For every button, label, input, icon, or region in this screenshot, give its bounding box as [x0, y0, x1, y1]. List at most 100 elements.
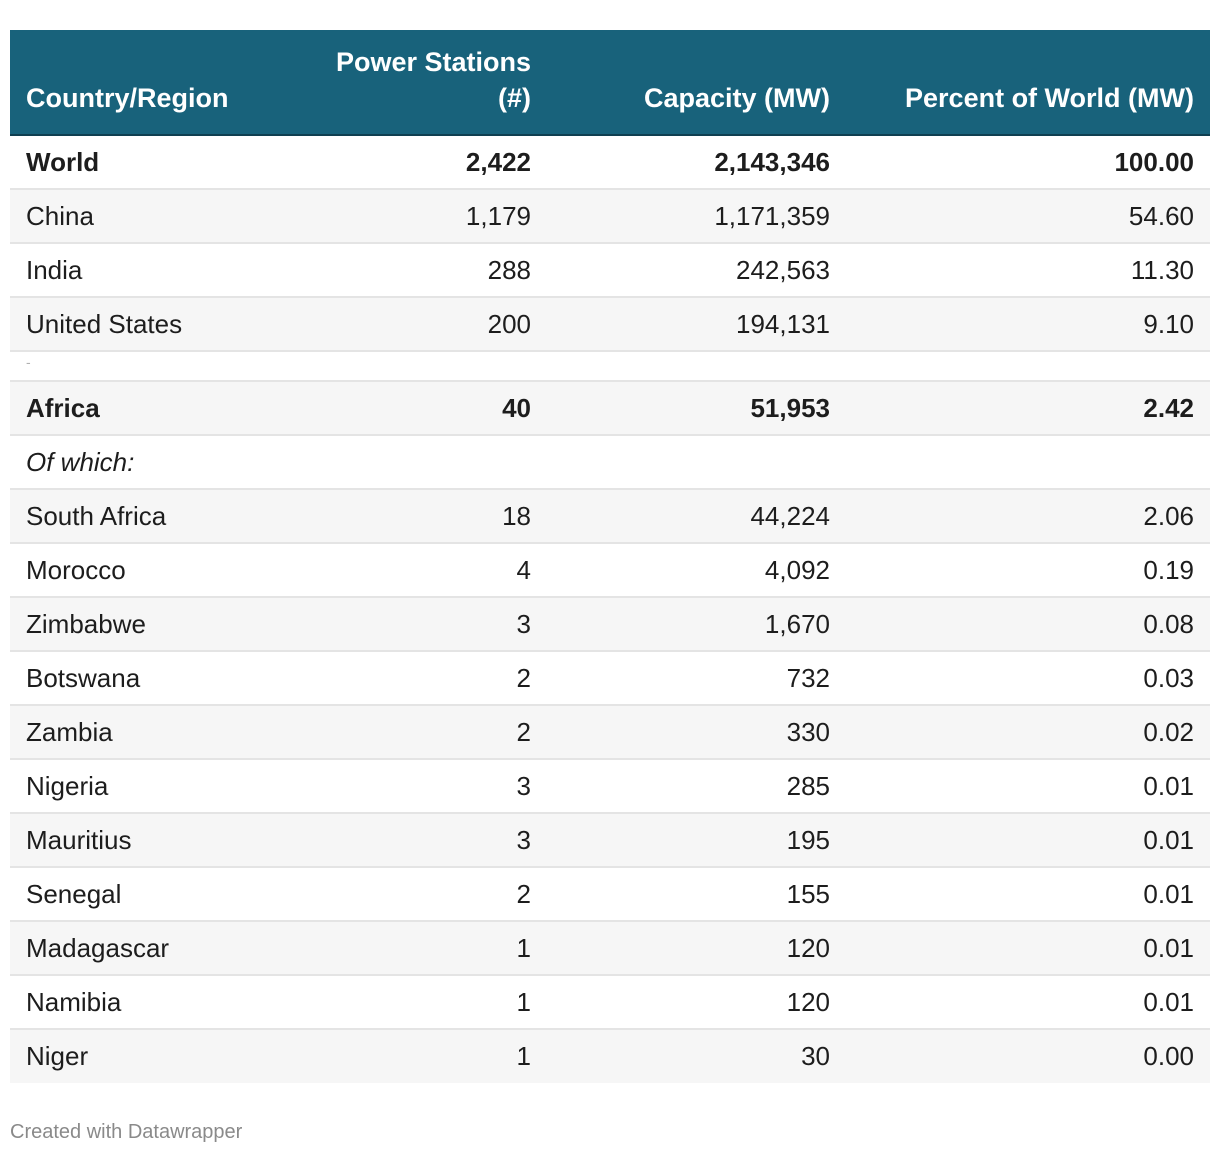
table-row: Zimbabwe 3 1,670 0.08 — [10, 597, 1210, 652]
table-row: Morocco 4 4,092 0.19 — [10, 543, 1210, 598]
cell-capacity: 285 — [547, 759, 846, 814]
cell-capacity: 44,224 — [547, 489, 846, 544]
cell-power-stations: 288 — [310, 243, 547, 298]
table-row: Of which: — [10, 435, 1210, 490]
cell-country: - — [10, 351, 310, 382]
cell-percent: 0.01 — [846, 759, 1210, 814]
table-row: Mauritius 3 195 0.01 — [10, 813, 1210, 868]
cell-country: Namibia — [10, 975, 310, 1030]
cell-percent: 0.02 — [846, 705, 1210, 760]
cell-capacity: 1,171,359 — [547, 189, 846, 244]
table-row: Africa 40 51,953 2.42 — [10, 381, 1210, 436]
cell-percent: 0.01 — [846, 867, 1210, 922]
cell-percent — [846, 435, 1210, 490]
cell-country: Morocco — [10, 543, 310, 598]
table-body: World 2,422 2,143,346 100.00 China 1,179 1,171… — [10, 135, 1210, 1083]
cell-percent — [846, 351, 1210, 382]
cell-country: Zambia — [10, 705, 310, 760]
cell-country: World — [10, 135, 310, 190]
cell-percent: 0.08 — [846, 597, 1210, 652]
cell-percent: 11.30 — [846, 243, 1210, 298]
table-row: China 1,179 1,171,359 54.60 — [10, 189, 1210, 244]
separator-row: - — [10, 351, 1210, 382]
column-header-percent-of-world[interactable]: Percent of World (MW) — [846, 30, 1210, 136]
cell-power-stations: 3 — [310, 759, 547, 814]
cell-capacity: 4,092 — [547, 543, 846, 598]
table-row: Botswana 2 732 0.03 — [10, 651, 1210, 706]
table-row: World 2,422 2,143,346 100.00 — [10, 135, 1210, 190]
table-row: Niger 1 30 0.00 — [10, 1029, 1210, 1083]
cell-power-stations: 1 — [516, 1041, 531, 1071]
cell-percent: 2.06 — [846, 489, 1210, 544]
cell-power-stations: 3 — [310, 597, 547, 652]
table-header: Country/Region Power Stations (#) Capaci… — [10, 30, 1210, 136]
column-header-capacity[interactable]: Capacity (MW) — [547, 30, 846, 136]
cell-capacity: 51,953 — [547, 381, 846, 436]
cell-country: India — [10, 243, 310, 298]
cell-power-stations: 1,179 — [310, 189, 547, 244]
header-row: Country/Region Power Stations (#) Capaci… — [10, 30, 1210, 136]
cell-capacity: 242,563 — [547, 243, 846, 298]
cell-power-stations — [310, 351, 547, 382]
cell-country: Niger — [26, 1041, 89, 1071]
cell-power-stations: 1 — [310, 921, 547, 976]
cell-power-stations: 2 — [310, 651, 547, 706]
table-row: Zambia 2 330 0.02 — [10, 705, 1210, 760]
cell-percent: 54.60 — [846, 189, 1210, 244]
cell-capacity: 155 — [547, 867, 846, 922]
cell-power-stations: 2,422 — [310, 135, 547, 190]
table-row: South Africa 18 44,224 2.06 — [10, 489, 1210, 544]
table-row: Nigeria 3 285 0.01 — [10, 759, 1210, 814]
cell-capacity: 732 — [547, 651, 846, 706]
table-row: India 288 242,563 11.30 — [10, 243, 1210, 298]
cell-country: Madagascar — [10, 921, 310, 976]
cell-country: Of which: — [10, 435, 310, 490]
cell-country: Senegal — [10, 867, 310, 922]
cell-percent: 0.01 — [846, 813, 1210, 868]
cell-capacity — [547, 435, 846, 490]
cell-percent: 0.01 — [846, 975, 1210, 1030]
column-header-power-stations[interactable]: Power Stations (#) — [310, 30, 547, 136]
cell-power-stations: 200 — [310, 297, 547, 352]
cell-capacity — [547, 351, 846, 382]
cell-percent: 0.01 — [846, 921, 1210, 976]
column-header-country-region[interactable]: Country/Region — [10, 30, 310, 136]
cell-country: Africa — [10, 381, 310, 436]
cell-capacity: 120 — [547, 921, 846, 976]
cell-capacity: 330 — [547, 705, 846, 760]
cell-percent: 9.10 — [846, 297, 1210, 352]
cell-power-stations: 2 — [310, 705, 547, 760]
cell-power-stations: 1 — [310, 975, 547, 1030]
cell-power-stations — [310, 435, 547, 490]
cell-power-stations: 2 — [310, 867, 547, 922]
cell-capacity: 195 — [547, 813, 846, 868]
cell-percent: 0.19 — [846, 543, 1210, 598]
cell-percent: 0.00 — [1143, 1041, 1194, 1071]
data-table-container: Country/Region Power Stations (#) Capaci… — [10, 30, 1210, 1083]
table-row: United States 200 194,131 9.10 — [10, 297, 1210, 352]
cell-capacity: 30 — [801, 1041, 830, 1071]
cell-percent: 100.00 — [846, 135, 1210, 190]
table-row: Namibia 1 120 0.01 — [10, 975, 1210, 1030]
column-header-power-stations-text: Power Stations (#) — [335, 47, 531, 113]
data-table: Country/Region Power Stations (#) Capaci… — [10, 30, 1210, 1083]
cell-country: Nigeria — [10, 759, 310, 814]
cell-power-stations: 40 — [310, 381, 547, 436]
cell-capacity: 2,143,346 — [547, 135, 846, 190]
cell-power-stations: 18 — [310, 489, 547, 544]
cell-power-stations: 4 — [310, 543, 547, 598]
cell-country: Zimbabwe — [10, 597, 310, 652]
datawrapper-credit: Created with Datawrapper — [10, 1121, 243, 1143]
table-row: Senegal 2 155 0.01 — [10, 867, 1210, 922]
cell-capacity: 194,131 — [547, 297, 846, 352]
cell-country: Mauritius — [10, 813, 310, 868]
cell-percent: 2.42 — [846, 381, 1210, 436]
cell-country: China — [10, 189, 310, 244]
cell-country: Botswana — [10, 651, 310, 706]
cell-country: South Africa — [10, 489, 310, 544]
cell-percent: 0.03 — [846, 651, 1210, 706]
cell-country: United States — [10, 297, 310, 352]
cell-capacity: 120 — [547, 975, 846, 1030]
table-row: Madagascar 1 120 0.01 — [10, 921, 1210, 976]
cell-capacity: 1,670 — [547, 597, 846, 652]
